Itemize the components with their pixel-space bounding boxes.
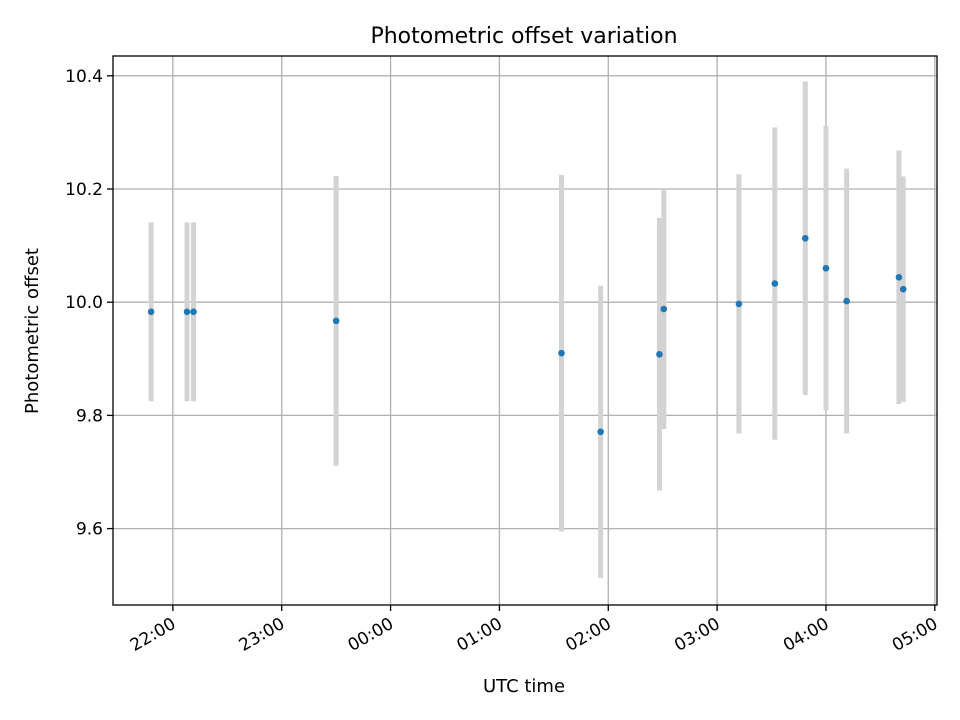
data-point <box>558 349 565 357</box>
y-tick-label: 10.4 <box>65 67 103 87</box>
y-tick-label: 10.0 <box>65 293 103 313</box>
x-axis-label: UTC time <box>483 676 565 697</box>
data-point <box>190 308 197 316</box>
data-point <box>597 428 604 436</box>
grid-lines <box>113 56 937 605</box>
data-point <box>332 317 340 325</box>
y-tick-label: 9.6 <box>76 520 103 540</box>
plot-frame <box>112 55 938 606</box>
chart-title: Photometric offset variation <box>370 24 677 49</box>
data-point <box>147 308 155 316</box>
data-points <box>147 234 907 436</box>
data-point <box>895 273 903 281</box>
y-tick-label: 10.2 <box>65 180 103 200</box>
data-point <box>822 264 830 272</box>
data-point <box>801 234 809 242</box>
data-point <box>183 308 191 316</box>
data-point <box>735 300 743 308</box>
data-point <box>660 305 668 313</box>
data-point <box>656 350 663 358</box>
y-axis-label: Photometric offset <box>22 248 43 414</box>
data-point <box>771 280 779 287</box>
data-point <box>899 285 907 293</box>
y-tick-label: 9.8 <box>76 406 103 426</box>
data-point <box>843 297 850 305</box>
